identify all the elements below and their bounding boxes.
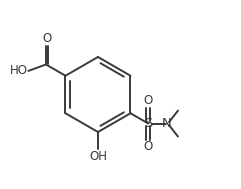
Text: O: O [144, 94, 153, 107]
Text: O: O [42, 32, 52, 45]
Text: S: S [144, 117, 153, 130]
Text: OH: OH [89, 150, 107, 163]
Text: HO: HO [9, 64, 27, 77]
Text: N: N [162, 117, 172, 130]
Text: O: O [144, 140, 153, 153]
